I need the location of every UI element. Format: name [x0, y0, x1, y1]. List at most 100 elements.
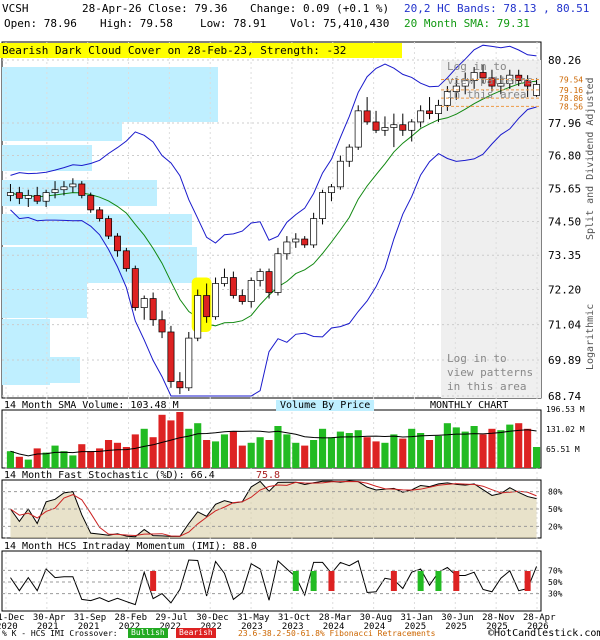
- candle-body: [256, 271, 264, 281]
- volume-bar: [381, 442, 389, 468]
- fib-level-label: 78.56: [559, 102, 583, 111]
- volume-bar: [425, 440, 434, 468]
- volume-bar: [265, 440, 273, 468]
- time-tick-year: 2024: [364, 622, 386, 632]
- time-tick-label: 28-Nov: [482, 613, 515, 623]
- candle-body: [140, 298, 148, 308]
- volume-bar: [247, 442, 255, 468]
- time-tick-label: 30-Jun: [441, 613, 474, 623]
- volume-bar: [96, 448, 104, 468]
- volume-bar: [301, 445, 309, 468]
- candle-body: [194, 295, 202, 339]
- volume-tick-label: 65.51 M: [546, 445, 580, 454]
- volume-bar: [238, 445, 246, 468]
- volume-bar: [345, 433, 353, 468]
- candle-body: [87, 195, 95, 211]
- login-overlay-top[interactable]: Log in to view patterns in this area: [447, 60, 533, 102]
- candle-body: [238, 295, 246, 302]
- volume-bar: [51, 445, 59, 468]
- volume-bar: [310, 440, 318, 468]
- candle-body: [479, 72, 487, 79]
- bearish-badge: Bearish: [176, 628, 216, 638]
- candle-body: [42, 192, 50, 202]
- pattern-banner[interactable]: Bearish Dark Cloud Cover on 28-Feb-23, S…: [0, 43, 402, 58]
- brand-label[interactable]: ©HotCandlestick.com: [488, 628, 600, 639]
- close-label: Close: 79.36: [148, 2, 228, 15]
- candle-body: [15, 192, 23, 199]
- volume-bar: [479, 434, 487, 468]
- volume-bar: [256, 437, 264, 468]
- price-tick-label: 75.65: [548, 182, 581, 195]
- time-tick-label: 28-Feb: [115, 613, 148, 623]
- time-tick-year: 2021: [37, 622, 59, 632]
- volume-tick-label: 131.02 M: [546, 425, 585, 434]
- split-adjusted-label: Split and Dividend Adjusted: [585, 77, 596, 240]
- candle-body: [461, 80, 469, 87]
- price-tick-label: 68.74: [548, 390, 581, 403]
- imi-tick-label: 50%: [548, 578, 563, 587]
- fib-level-label: 79.54: [559, 76, 583, 85]
- volume-bar: [497, 430, 505, 468]
- candle-body: [131, 268, 139, 308]
- volume-bar: [176, 412, 184, 468]
- candle-body: [381, 127, 389, 131]
- candle-body: [203, 295, 211, 318]
- vbp-bar: [2, 282, 87, 318]
- imi-crossover-marker: [390, 571, 397, 591]
- candle-body: [247, 280, 255, 302]
- login-mid-line-3: in this area: [447, 380, 527, 393]
- candle-body: [185, 337, 193, 389]
- volume-bar: [122, 447, 130, 468]
- volume-bar: [354, 430, 362, 468]
- date-label: 28-Apr-26: [82, 2, 142, 15]
- candle-body: [426, 110, 434, 114]
- volume-bar: [399, 438, 407, 468]
- candle-body: [6, 192, 14, 196]
- candle-body: [33, 195, 41, 202]
- upper-band-line: [10, 44, 537, 244]
- volume-bar: [60, 451, 68, 468]
- candle-body: [96, 209, 104, 219]
- candle-body: [229, 277, 237, 296]
- time-tick-label: 31-May: [237, 613, 270, 623]
- price-tick-label: 73.35: [548, 249, 581, 262]
- volume-bar: [69, 455, 77, 468]
- imi-line: [10, 559, 538, 606]
- candle-body: [51, 189, 59, 193]
- candle-body: [363, 110, 371, 123]
- time-tick-year: 2023: [282, 622, 304, 632]
- time-tick-year: 2025: [404, 622, 426, 632]
- stoch-k-line: [10, 480, 537, 538]
- time-tick-year: 2022: [200, 622, 222, 632]
- candle-body: [417, 110, 425, 123]
- lower-band-line: [10, 106, 537, 397]
- candle-body: [78, 183, 86, 196]
- bullish-badge: Bullish: [128, 628, 168, 638]
- footer-crossover-label: % K - HCS IMI Crossover:: [2, 629, 118, 638]
- candle-body: [336, 160, 344, 188]
- volume-bar: [229, 431, 237, 468]
- login-mid-line-2: view patterns: [447, 366, 534, 379]
- candle-body: [274, 253, 282, 293]
- stoch-k-value: 75.8: [256, 470, 281, 481]
- candle-body: [452, 85, 460, 92]
- time-tick-year: 2021: [78, 622, 100, 632]
- volume-bar: [372, 441, 380, 468]
- time-tick-label: 28-Mar: [319, 613, 352, 623]
- volume-bar: [283, 434, 291, 468]
- candle-body: [390, 124, 398, 128]
- volume-bar: [104, 440, 113, 468]
- candle-body: [434, 104, 442, 114]
- login-shaded-area: [441, 60, 541, 398]
- stoch-d-line: [10, 481, 537, 537]
- sma-line: [10, 80, 537, 327]
- candle-body: [399, 124, 407, 131]
- time-tick-year: 2025: [486, 622, 508, 632]
- vbp-bar: [2, 357, 80, 383]
- imi-crossover-marker: [292, 571, 299, 591]
- login-overlay-mid[interactable]: Log in to view patterns in this area: [447, 352, 533, 394]
- open-label: Open: 78.96: [4, 17, 77, 30]
- time-tick-label: 29-Jul: [155, 613, 188, 623]
- candle-body: [122, 250, 130, 269]
